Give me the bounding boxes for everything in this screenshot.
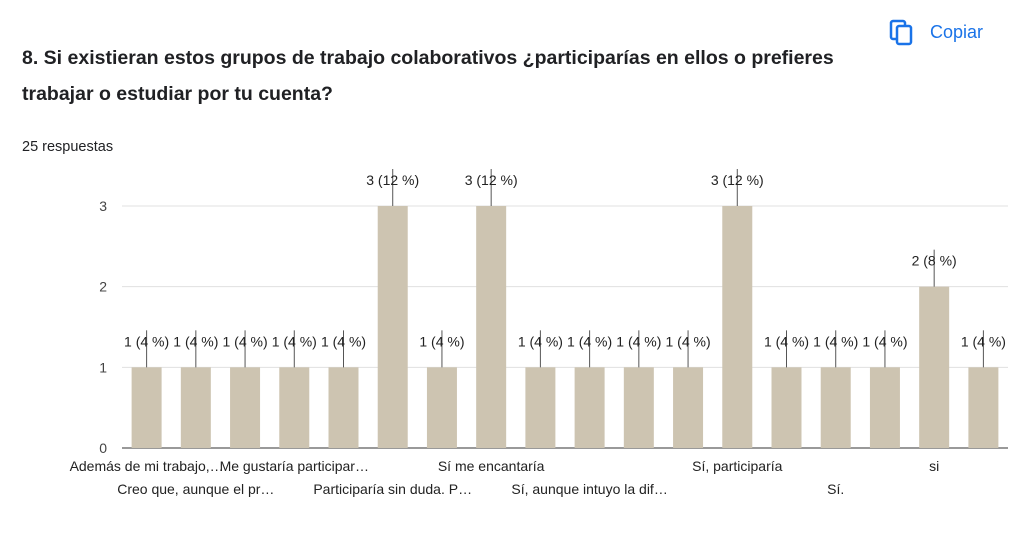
bar (426, 367, 457, 448)
x-tick-label: Sí, participaría (692, 458, 782, 474)
copy-button[interactable]: Copiar (888, 14, 983, 50)
data-label: 3 (12 %) (366, 172, 419, 188)
data-label: 1 (4 %) (961, 333, 1006, 349)
response-count: 25 respuestas (22, 139, 114, 155)
data-label: 1 (4 %) (665, 333, 710, 349)
data-label: 1 (4 %) (173, 333, 218, 349)
y-tick-label: 1 (99, 359, 107, 375)
bar (968, 367, 999, 448)
y-tick-label: 0 (99, 440, 107, 456)
x-tick-label: Sí me encantaría (438, 458, 545, 474)
data-label: 1 (4 %) (518, 333, 563, 349)
copy-label: Copiar (930, 21, 984, 42)
bar (230, 367, 261, 448)
bar (377, 206, 408, 448)
data-label: 1 (4 %) (321, 333, 366, 349)
bar (623, 367, 654, 448)
bar (722, 206, 753, 448)
bar (180, 367, 211, 448)
bar (131, 367, 162, 448)
data-label: 1 (4 %) (764, 333, 809, 349)
bar (328, 367, 359, 448)
data-label: 1 (4 %) (862, 333, 907, 349)
data-label: 1 (4 %) (272, 333, 317, 349)
data-label: 1 (4 %) (567, 333, 612, 349)
x-tick-label: Sí. (827, 481, 844, 497)
bar (771, 367, 802, 448)
bar (476, 206, 507, 448)
data-label: 3 (12 %) (465, 172, 518, 188)
data-label: 1 (4 %) (222, 333, 267, 349)
x-tick-label: Participaría sin duda. P… (313, 481, 472, 497)
bar (673, 367, 704, 448)
bar (574, 367, 605, 448)
x-tick-label: Además de mi trabajo,… (70, 458, 224, 474)
data-label: 1 (4 %) (616, 333, 661, 349)
data-label: 3 (12 %) (711, 172, 764, 188)
data-label: 1 (4 %) (813, 333, 858, 349)
question-title: 8. Si existieran estos grupos de trabajo… (22, 47, 834, 105)
bar (869, 367, 900, 448)
x-tick-label: Me gustaría participar… (220, 458, 369, 474)
bar (820, 367, 851, 448)
x-tick-label: Creo que, aunque el pr… (117, 481, 274, 497)
bar (279, 367, 310, 448)
x-tick-label: Sí, aunque intuyo la dif… (511, 481, 667, 497)
data-label: 2 (8 %) (912, 253, 957, 269)
data-label: 1 (4 %) (124, 333, 169, 349)
bar (525, 367, 556, 448)
y-tick-label: 3 (99, 198, 107, 214)
y-tick-label: 2 (99, 279, 107, 295)
copy-icon (889, 19, 913, 46)
bar (919, 286, 950, 448)
x-tick-label: si (929, 458, 939, 474)
data-label: 1 (4 %) (419, 333, 464, 349)
